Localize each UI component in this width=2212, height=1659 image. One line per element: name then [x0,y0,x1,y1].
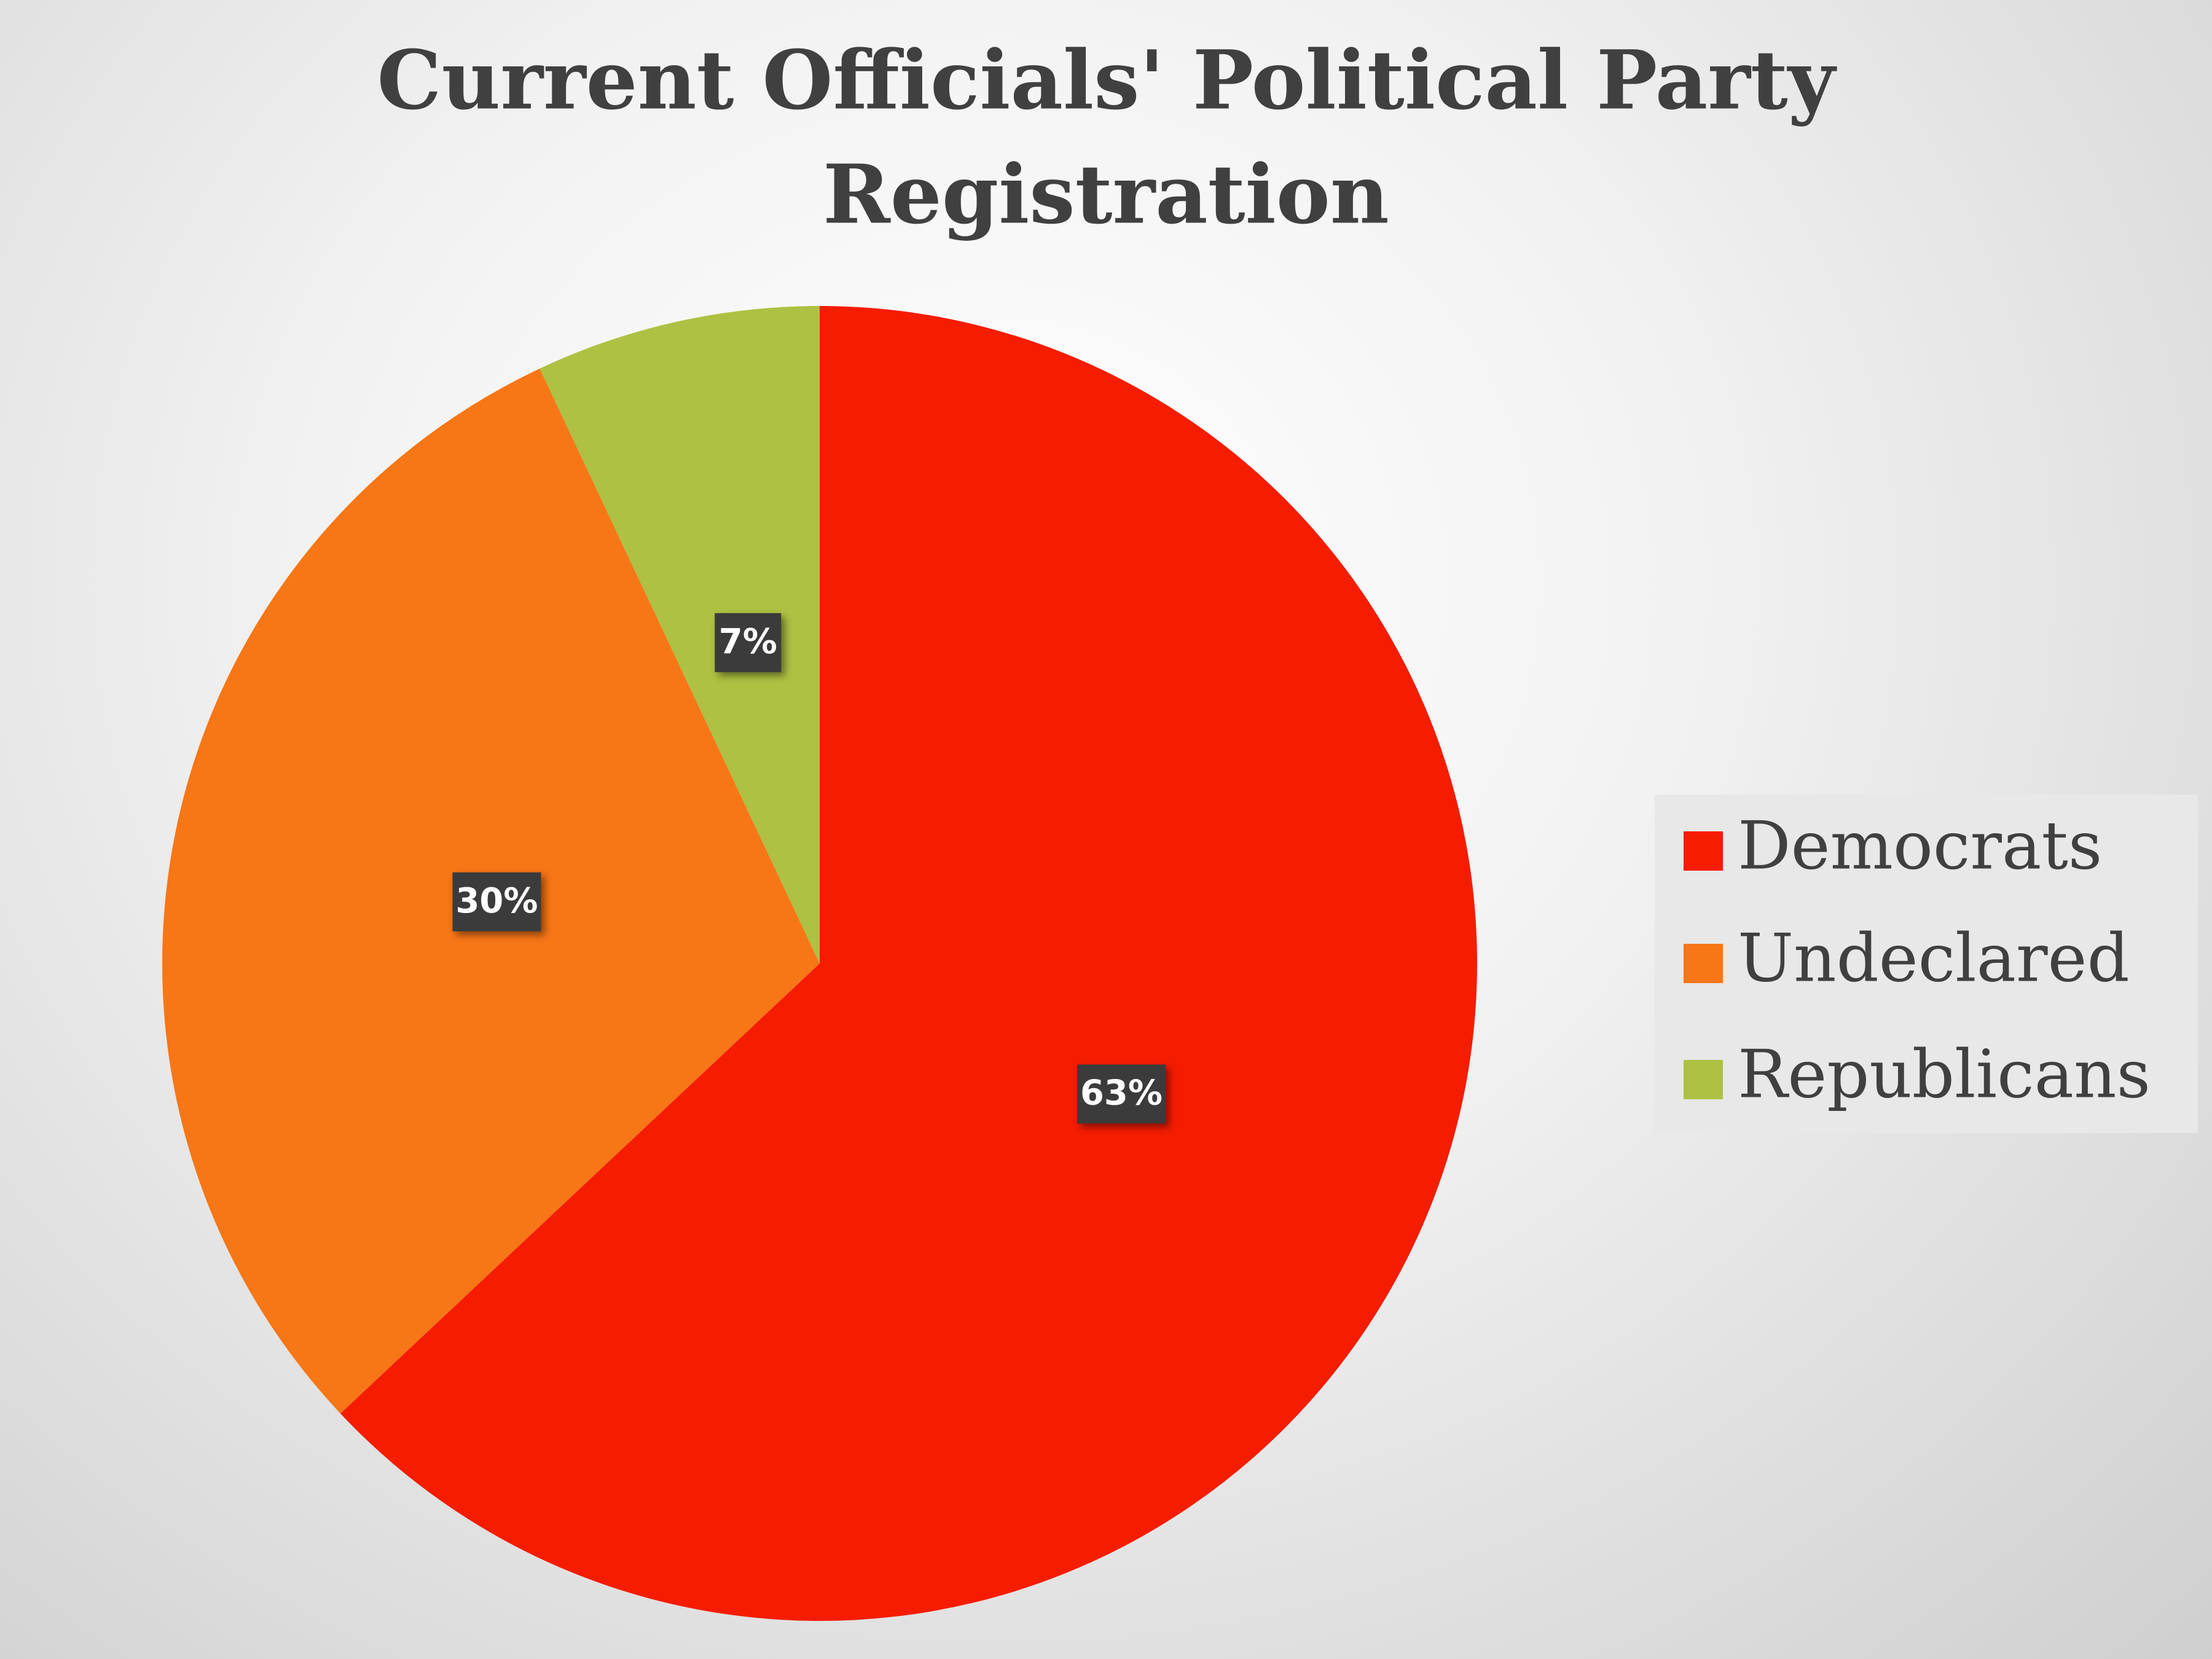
data-label: 30% [455,881,538,921]
legend-box [1655,794,2198,1133]
legend-label: Republicans [1738,1036,2151,1113]
data-label-box [1077,1064,1166,1124]
legend-swatch [1684,1060,1723,1099]
data-label: 63% [1080,1073,1163,1113]
data-label-box [452,872,541,931]
pie-slice [340,306,1477,1621]
legend-label: Undeclared [1738,920,2130,997]
legend-label: Democrats [1738,807,2102,884]
legend-swatch [1684,831,1723,871]
data-label-box [715,613,782,672]
data-label: 7% [719,622,777,662]
chart-title: Current Officials' Political Party Regist… [377,33,1837,243]
legend-swatch [1684,944,1723,983]
pie-slice [539,306,820,963]
